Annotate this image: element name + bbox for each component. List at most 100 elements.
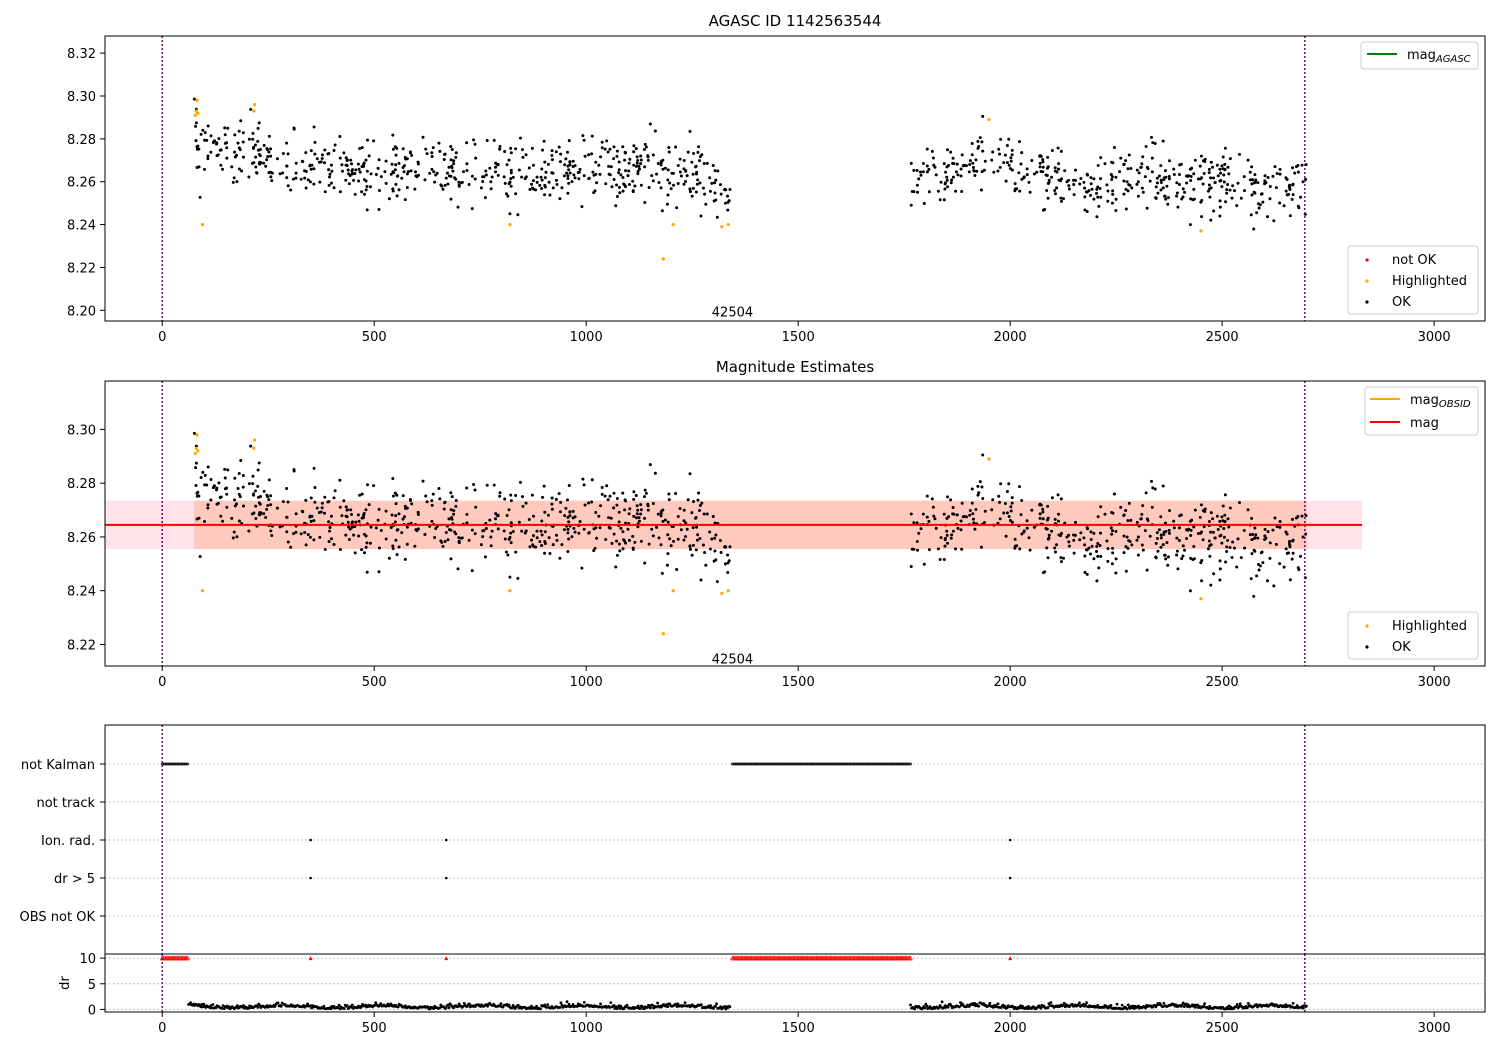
flag-point [907, 762, 911, 766]
ok-point [394, 502, 398, 506]
ok-point [1175, 536, 1179, 540]
dr-point [1144, 1006, 1147, 1010]
flag-point [859, 762, 863, 766]
ok-point [587, 153, 591, 157]
ok-point [299, 177, 303, 181]
ok-point [558, 510, 562, 514]
flag-point [779, 762, 783, 766]
flag-point [769, 762, 773, 766]
ok-point [461, 170, 465, 174]
ok-point [1198, 515, 1202, 519]
highlighted-point [195, 98, 199, 102]
ok-point [292, 126, 296, 130]
ok-point [633, 184, 637, 188]
ok-point [520, 148, 524, 152]
ok-point [1190, 166, 1194, 170]
ok-point [338, 156, 342, 160]
panel4-xtick-label: 2500 [1206, 1021, 1239, 1036]
ok-point [1159, 164, 1163, 168]
ok-point [1038, 165, 1042, 169]
ok-point [450, 148, 454, 152]
panel1-xtick-label: 3000 [1418, 330, 1451, 345]
ok-point [1167, 528, 1171, 532]
ok-point [683, 179, 687, 183]
flag-point [804, 762, 808, 766]
flag-point [839, 762, 842, 766]
ok-point [262, 143, 266, 147]
ok-point [1264, 536, 1268, 540]
ok-point [401, 147, 405, 151]
panel4-ylabel: dr [58, 976, 73, 990]
ok-point [1284, 530, 1288, 534]
ok-point [951, 175, 955, 179]
ok-point [349, 508, 353, 512]
flag-point [742, 762, 746, 766]
ok-point [617, 171, 621, 175]
ok-point [590, 152, 594, 156]
ok-point [203, 167, 207, 171]
ok-point [550, 496, 554, 500]
ok-point [1167, 159, 1171, 163]
ok-point [637, 164, 641, 168]
ok-point [643, 142, 647, 146]
ok-point [438, 497, 442, 501]
ok-point [225, 486, 229, 490]
ok-point [233, 133, 237, 137]
ok-point [623, 508, 627, 512]
ok-point [930, 149, 934, 153]
ok-point [1172, 519, 1176, 523]
ok-point [1007, 514, 1011, 518]
flag-point [167, 762, 170, 766]
dr-point [1039, 1006, 1043, 1010]
flag-point [905, 762, 909, 766]
ok-point [1056, 167, 1060, 171]
ok-point [262, 161, 266, 165]
ok-point [666, 533, 670, 537]
ok-point [606, 150, 610, 154]
ok-point [1099, 195, 1103, 199]
ok-point [449, 197, 453, 201]
ok-point [312, 167, 316, 171]
ok-point [696, 498, 700, 502]
dr-point [1186, 1003, 1190, 1007]
ok-point [660, 209, 664, 213]
panel2-annotation: 42504 [712, 652, 753, 667]
ok-point [608, 147, 612, 151]
ok-point [1159, 180, 1163, 184]
ok-point [917, 177, 921, 181]
dr-point [618, 1007, 622, 1010]
ok-point [511, 529, 515, 533]
ok-point [912, 168, 916, 172]
ok-point [1145, 206, 1149, 210]
ok-point [535, 536, 539, 540]
ok-point [313, 152, 317, 156]
panel2-axes: 0 500 1000 1500 2000 2500 30008.228.248.268.28… [67, 423, 1451, 690]
ok-point [344, 178, 348, 182]
ok-point [557, 492, 561, 496]
ok-point [1159, 533, 1163, 537]
ok-point [1196, 532, 1200, 536]
ok-point [527, 166, 531, 170]
panel1-legend-highlighted-label: Highlighted [1392, 274, 1467, 289]
ok-point [685, 527, 689, 531]
ok-point [377, 158, 381, 162]
panel1-legend-bottom: not OK Highlighted OK [1347, 245, 1479, 315]
ok-point [285, 530, 289, 534]
ok-point [608, 173, 612, 177]
ok-point [1176, 205, 1180, 209]
ok-point [635, 155, 639, 159]
ok-point [595, 536, 599, 540]
ok-point [632, 497, 636, 501]
dr-point [507, 1003, 511, 1007]
ok-point [1159, 188, 1163, 192]
ok-point [507, 158, 511, 162]
ok-point [1085, 526, 1089, 530]
ok-point [1264, 181, 1268, 185]
ok-point [470, 569, 474, 573]
ok-point [389, 526, 393, 530]
ok-point [942, 162, 946, 166]
ok-point [634, 493, 638, 497]
ok-point [636, 158, 640, 162]
ok-point [247, 175, 251, 179]
ok-point [1275, 525, 1279, 529]
